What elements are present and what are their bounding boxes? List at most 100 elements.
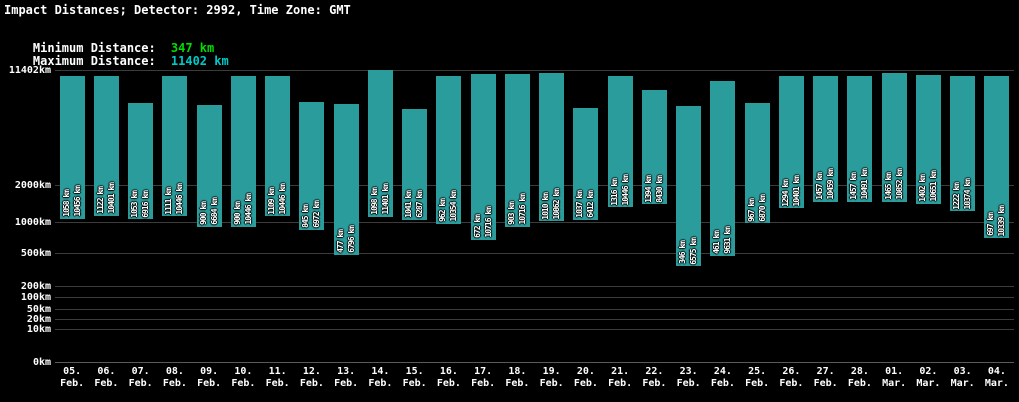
bar-labels: 1037 km 6412 km xyxy=(573,191,598,218)
bar-max-label: 10401 km xyxy=(106,183,116,214)
y-tick-label: 50km xyxy=(26,304,51,315)
bar-labels: 461 km 9631 km xyxy=(710,227,735,254)
range-bar: 1457 km 10459 km xyxy=(813,75,839,202)
bar-max-label: 10651 km xyxy=(928,171,938,202)
y-tick-label: 200km xyxy=(20,281,51,292)
y-tick-label: 100km xyxy=(20,292,51,303)
gridline xyxy=(55,309,1014,310)
x-tick-label: 13. Feb. xyxy=(334,366,359,389)
x-tick-label: 12. Feb. xyxy=(299,366,324,389)
bar-min-label: 477 km xyxy=(335,229,345,253)
range-bar: 477 km 6796 km xyxy=(333,104,359,255)
range-bar: 900 km 10446 km xyxy=(230,75,256,227)
bar-max-label: 6684 km xyxy=(209,197,219,225)
gridline xyxy=(55,329,1014,330)
range-bar: 1111 km 10446 km xyxy=(162,75,188,217)
bar-min-label: 697 km xyxy=(986,213,996,237)
bar-labels: 477 km 6796 km xyxy=(334,226,359,253)
bar-labels: 672 km 10716 km xyxy=(471,207,496,238)
chart-title: Impact Distances; Detector: 2992, Time Z… xyxy=(4,3,351,17)
x-tick-label: 11. Feb. xyxy=(265,366,290,389)
bar-min-label: 1010 km xyxy=(541,192,551,220)
gridline xyxy=(55,222,1014,223)
bar-max-label: 10446 km xyxy=(175,183,185,215)
bar-max-label: 6287 km xyxy=(415,191,425,218)
x-tick-label: 18. Feb. xyxy=(505,366,530,389)
max-distance-value: 11402 km xyxy=(170,54,229,68)
bar-labels: 1109 km 10446 km xyxy=(265,184,290,215)
range-bar: 1058 km 10456 km xyxy=(59,75,85,219)
y-tick-label: 10km xyxy=(26,324,51,335)
x-tick-label: 17. Feb. xyxy=(471,366,496,389)
range-bar: 962 km 10354 km xyxy=(436,76,462,224)
y-tick-label: 1000km xyxy=(14,217,51,228)
bar-max-label: 11401 km xyxy=(380,184,390,215)
range-bar: 1122 km 10401 km xyxy=(93,76,119,216)
range-bar: 845 km 6972 km xyxy=(299,102,325,230)
bar-max-label: 6412 km xyxy=(586,191,596,219)
bar-labels: 1111 km 10446 km xyxy=(162,184,187,215)
gridline xyxy=(55,319,1014,320)
bar-min-label: 1402 km xyxy=(917,175,927,202)
bar-max-label: 6575 km xyxy=(689,237,699,265)
x-tick-label: 01. Mar. xyxy=(882,366,907,389)
bar-min-label: 1316 km xyxy=(609,178,619,206)
bar-labels: 1316 km 10446 km xyxy=(608,175,633,206)
bar-labels: 903 km 10716 km xyxy=(505,194,530,225)
bar-min-label: 1053 km xyxy=(130,190,140,218)
range-bar: 461 km 9631 km xyxy=(710,81,736,256)
gridline xyxy=(55,286,1014,287)
x-tick-label: 02. Mar. xyxy=(916,366,941,389)
x-tick-label: 08. Feb. xyxy=(162,366,187,389)
plot-area: 1058 km 10456 km 1122 km 10401 km 1053 km 691… xyxy=(55,70,1014,363)
range-bar: 1041 km 6287 km xyxy=(402,109,428,220)
bar-min-label: 346 km xyxy=(678,241,688,265)
bar-min-label: 1037 km xyxy=(575,191,585,219)
min-distance-label: Minimum Distance: xyxy=(32,41,156,55)
bar-min-label: 1098 km xyxy=(369,188,379,215)
gridline xyxy=(55,297,1014,298)
range-bar: 346 km 6575 km xyxy=(676,106,702,267)
bar-labels: 1058 km 10456 km xyxy=(60,186,85,217)
bar-max-label: 10459 km xyxy=(826,169,836,200)
range-bar: 1316 km 10446 km xyxy=(607,75,633,208)
max-distance-label: Maximum Distance: xyxy=(32,54,156,68)
bar-min-label: 1465 km xyxy=(883,172,893,200)
bar-max-label: 10374 km xyxy=(963,178,973,210)
bar-max-label: 10446 km xyxy=(278,183,288,215)
x-tick-label: 27. Feb. xyxy=(813,366,838,389)
bar-labels: 1122 km 10401 km xyxy=(94,183,119,214)
y-tick-label: 2000km xyxy=(14,180,51,191)
bar-labels: 1010 km 10862 km xyxy=(539,189,564,220)
range-bar: 903 km 10716 km xyxy=(504,74,530,227)
x-tick-label: 19. Feb. xyxy=(539,366,564,389)
bar-min-label: 1222 km xyxy=(952,182,962,210)
x-tick-label: 07. Feb. xyxy=(128,366,153,389)
gridline xyxy=(55,70,1014,71)
bar-max-label: 10401 km xyxy=(791,175,801,207)
bar-labels: 900 km 6684 km xyxy=(197,198,222,225)
range-bar: 697 km 10339 km xyxy=(984,76,1010,239)
bar-max-label: 10491 km xyxy=(860,169,870,200)
bar-min-label: 461 km xyxy=(712,231,722,254)
range-bar: 1222 km 10374 km xyxy=(950,76,976,212)
bar-labels: 1457 km 10491 km xyxy=(847,169,872,200)
bar-max-label: 6916 km xyxy=(141,190,151,218)
bar-max-label: 10852 km xyxy=(894,169,904,200)
bar-labels: 900 km 10446 km xyxy=(231,194,256,225)
bar-labels: 346 km 6575 km xyxy=(676,238,701,265)
bar-labels: 1465 km 10852 km xyxy=(882,169,907,200)
bar-max-label: 10339 km xyxy=(997,205,1007,237)
bar-min-label: 1457 km xyxy=(849,173,859,200)
bar-min-label: 1457 km xyxy=(815,173,825,200)
y-tick-label: 0km xyxy=(32,357,51,368)
bar-min-label: 962 km xyxy=(438,198,448,222)
bar-labels: 962 km 10354 km xyxy=(436,191,461,222)
bar-min-label: 900 km xyxy=(232,201,242,225)
bar-max-label: 6870 km xyxy=(757,194,767,222)
x-axis: 05. Feb. 06. Feb. 07. Feb. 08. Feb. 09. Feb. 10. Fe… xyxy=(55,366,1014,396)
bar-labels: 1394 km 8430 km xyxy=(642,176,667,203)
x-tick-label: 21. Feb. xyxy=(608,366,633,389)
x-tick-label: 28. Feb. xyxy=(847,366,872,389)
